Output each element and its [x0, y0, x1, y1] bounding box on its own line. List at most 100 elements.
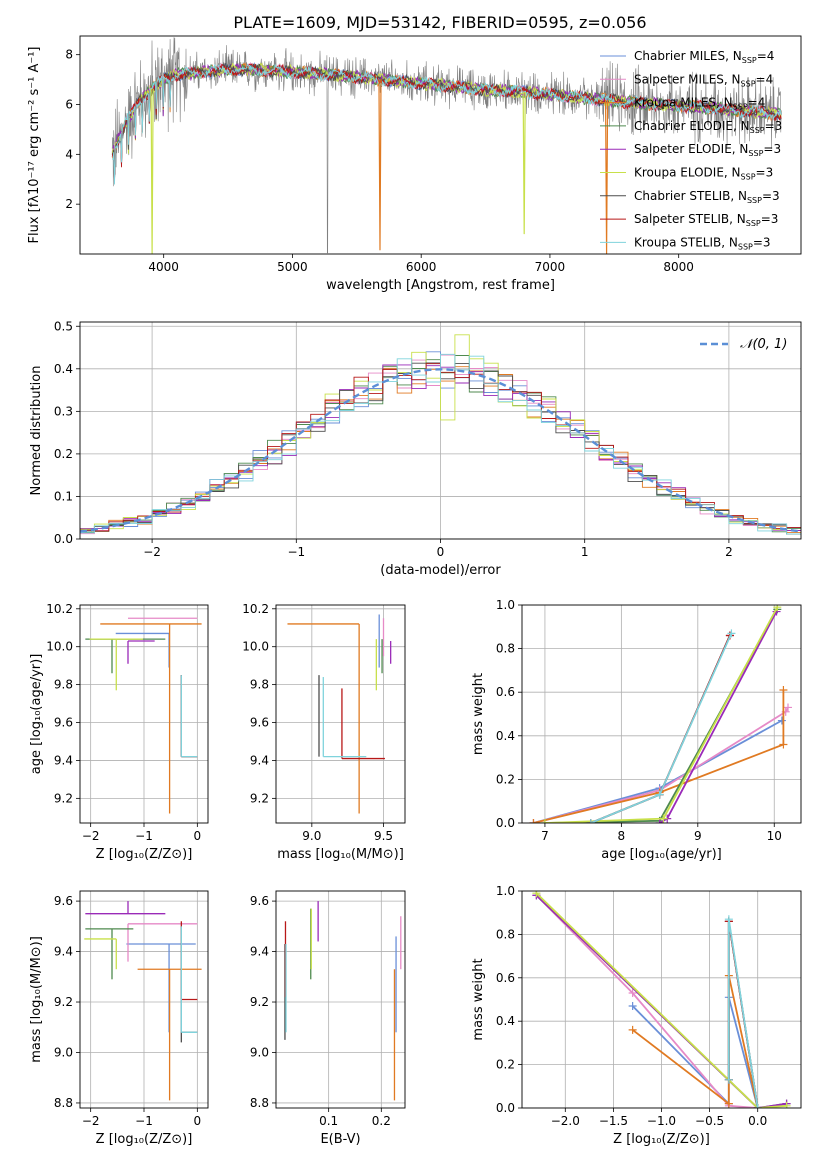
weight-series-line — [632, 975, 759, 1108]
x-axis-label: mass [log₁₀(M/M⊙)] — [277, 847, 404, 862]
errorbar-point — [180, 921, 198, 1001]
axes-frame — [521, 604, 802, 824]
weight-point-marker — [779, 740, 788, 749]
y-tick-label: 10.2 — [46, 602, 73, 616]
x-tick-label: 5000 — [277, 260, 308, 274]
errorbar-point — [180, 675, 198, 758]
y-tick-label: 10.0 — [242, 640, 269, 654]
plot-area-age_vs_Z — [80, 605, 208, 823]
x-tick-label: 0 — [194, 829, 202, 843]
weight-point-marker — [777, 716, 786, 725]
weight-point-marker — [724, 915, 733, 924]
y-tick-label: 0.8 — [496, 642, 515, 656]
legend-label: 𝒩(0, 1) — [740, 337, 787, 352]
axes-mass_vs_Z: −2 −1 0 8.8 9.0 9.2 9.4 9.6 Z [log₁₀(Z/Z⊙)] mass … — [29, 890, 209, 1147]
x-tick-label: −1 — [287, 545, 305, 559]
y-tick-label: 9.2 — [54, 995, 73, 1009]
y-axis-label: Flux [fλ10⁻¹⁷ erg cm⁻² s⁻¹ A⁻¹] — [27, 47, 42, 244]
histogram-step-line — [80, 334, 801, 535]
y-tick-label: 6 — [65, 98, 73, 112]
y-tick-label: 9.4 — [250, 753, 269, 767]
axes-age_vs_Z: −2 −1 0 9.2 9.4 9.6 9.8 10.0 10.2 Z [log₁₀(Z/Z⊙)]… — [29, 602, 209, 862]
plot-area-residuals — [80, 322, 801, 539]
y-tick-label: 9.0 — [54, 1045, 73, 1059]
y-tick-label: 0.2 — [496, 772, 515, 786]
x-tick-label: 9.5 — [374, 829, 393, 843]
y-tick-label: 9.4 — [54, 945, 73, 959]
y-tick-label: 9.6 — [54, 894, 73, 908]
normal-curve-line — [80, 368, 801, 533]
errorbar-point — [85, 901, 166, 915]
weight-point-marker — [655, 790, 664, 799]
y-tick-label: 9.2 — [250, 791, 269, 805]
x-tick-label: 4000 — [148, 260, 179, 274]
x-tick-label: 6000 — [406, 260, 437, 274]
x-axis-label: Z [log₁₀(Z/Z⊙)] — [613, 1132, 710, 1147]
x-tick-label: 10 — [767, 829, 782, 843]
x-tick-label: 2 — [725, 545, 733, 559]
y-tick-label: 0.2 — [54, 447, 73, 461]
y-axis-label: Normed distribution — [29, 366, 44, 496]
plot-area-weight_vs_age — [522, 605, 801, 823]
errorbar-point — [322, 677, 367, 758]
errorbar-point — [89, 638, 143, 691]
weight-point-marker — [724, 1075, 733, 1084]
weight-point-marker — [628, 1025, 637, 1034]
weight-point-marker — [628, 988, 637, 997]
y-tick-label: 9.2 — [250, 995, 269, 1009]
legend-label: Chabrier MILES, NSSP=4 — [634, 49, 774, 65]
weight-series-line — [533, 707, 789, 823]
x-axis-label: Z [log₁₀(Z/Z⊙)] — [96, 1132, 193, 1147]
x-axis-label: (data-model)/error — [380, 563, 501, 578]
x-tick-label: −2 — [82, 1114, 100, 1128]
plot-area-age_vs_mass — [276, 605, 405, 823]
weight-point-marker — [727, 629, 736, 638]
x-tick-label: 9.0 — [302, 829, 321, 843]
x-tick-label: 8000 — [663, 260, 694, 274]
x-axis-label: Z [log₁₀(Z/Z⊙)] — [96, 847, 193, 862]
y-tick-label: 9.8 — [250, 678, 269, 692]
y-tick-label: 0.2 — [496, 1058, 515, 1072]
y-tick-label: 2 — [65, 197, 73, 211]
axes-frame — [79, 35, 802, 255]
y-tick-label: 0.0 — [54, 532, 73, 546]
x-tick-label: −1 — [135, 1114, 153, 1128]
axes-residuals: −2 −1 0 1 2 0.0 0.1 0.2 0.3 0.4 0.5 (data-model)/er… — [29, 319, 802, 578]
errorbar-point — [180, 675, 198, 758]
y-tick-label: 0.0 — [496, 816, 515, 830]
weight-point-marker — [586, 819, 595, 823]
plot-area-mass_vs_ebv — [276, 891, 405, 1108]
errorbar-point — [180, 675, 198, 758]
weight-point-marker — [784, 703, 793, 712]
legend-label: Kroupa ELODIE, NSSP=3 — [634, 166, 773, 182]
y-tick-label: 0.6 — [496, 971, 515, 985]
y-tick-label: 9.0 — [250, 1045, 269, 1059]
y-tick-label: 9.8 — [54, 678, 73, 692]
weight-point-marker — [782, 1101, 791, 1108]
errorbar-point — [85, 928, 134, 980]
x-tick-label: 7000 — [535, 260, 566, 274]
model-spike-line — [522, 92, 526, 235]
y-tick-label: 4 — [65, 147, 73, 161]
weight-point-marker — [529, 819, 538, 823]
spectrum-legend: Chabrier MILES, NSSP=4 Salpeter MILES, NS… — [600, 49, 782, 251]
weight-point-marker — [628, 1002, 637, 1011]
weight-point-marker — [540, 819, 549, 823]
axes-weight_vs_Z: −2.0 −1.5 −1.0 −0.5 0.0 0.0 0.2 0.4 0.6 0.8 1.0 Z [… — [471, 884, 802, 1147]
y-tick-label: 9.6 — [54, 716, 73, 730]
legend-label: Chabrier STELIB, NSSP=3 — [634, 189, 780, 205]
y-tick-label: 0.8 — [496, 927, 515, 941]
weight-point-marker — [659, 814, 668, 823]
x-tick-label: 0.1 — [319, 1114, 338, 1128]
model-spectrum-line — [111, 63, 782, 182]
plot-area-weight_vs_Z — [522, 891, 801, 1108]
weight-series-line — [535, 894, 787, 1108]
y-tick-label: 0.4 — [496, 1014, 515, 1028]
y-tick-label: 9.4 — [54, 753, 73, 767]
weight-point-marker — [724, 1099, 733, 1108]
x-tick-label: −1.5 — [599, 1114, 628, 1128]
y-axis-label: mass weight — [471, 958, 486, 1040]
legend-label: Salpeter ELODIE, NSSP=3 — [634, 142, 781, 158]
y-tick-label: 1.0 — [496, 598, 515, 612]
